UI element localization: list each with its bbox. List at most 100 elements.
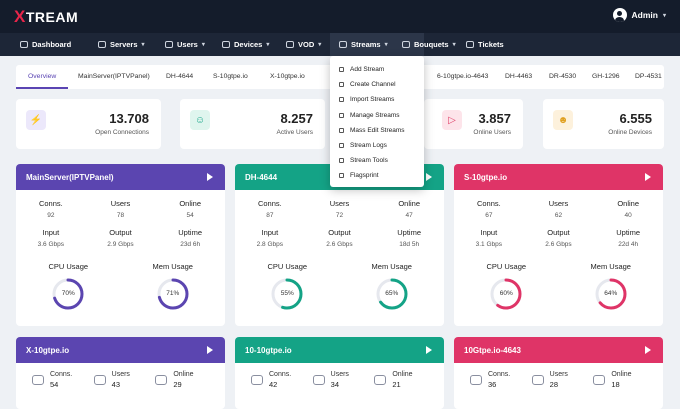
menu-label: Add Stream xyxy=(350,66,385,74)
stat-value: 6.555 xyxy=(619,111,652,126)
nav-vod[interactable]: VOD ▾ xyxy=(286,33,321,56)
online-label: Online xyxy=(611,371,632,378)
nav-bouquets[interactable]: Bouquets ▾ xyxy=(402,33,456,56)
nav-label: Bouquets xyxy=(414,40,449,49)
server-name: MainServer(IPTVPanel) xyxy=(26,172,114,182)
cpu-value: 70% xyxy=(61,290,75,297)
tab-server[interactable]: S-10gtpe.io xyxy=(213,73,248,80)
tab-server[interactable]: 6-10gtpe.io-4643 xyxy=(437,73,489,80)
menu-label: Flagsprint xyxy=(350,172,379,180)
chevron-down-icon: ▾ xyxy=(384,42,388,48)
gauge-ring xyxy=(376,278,408,310)
menu-stream-tools[interactable]: Stream Tools xyxy=(330,153,424,168)
cpu-gauge: 55% xyxy=(269,276,305,312)
tab-server[interactable]: MainServer(IPTVPanel) xyxy=(78,73,150,80)
mem-label: Mem Usage xyxy=(152,262,193,271)
nav-devices[interactable]: Devices ▾ xyxy=(222,33,269,56)
play-icon[interactable] xyxy=(207,346,213,354)
server-name: X-10gtpe.io xyxy=(26,345,70,355)
mem-gauge: 64% xyxy=(593,276,629,312)
server-card-header[interactable]: 10Gtpe.io-4643 xyxy=(454,337,663,363)
menu-label: Stream Tools xyxy=(350,157,388,165)
logo-x: X xyxy=(14,7,26,26)
menu-stream-logs[interactable]: Stream Logs xyxy=(330,138,424,153)
gauge-ring xyxy=(595,278,627,310)
tab-server[interactable]: X-10gtpe.io xyxy=(270,73,305,80)
tickets-icon xyxy=(466,41,474,48)
tools-icon xyxy=(339,158,344,164)
input-label: Input xyxy=(42,228,60,237)
input-value: 3.1 Gbps xyxy=(475,241,503,248)
stat-card: ▷ 3.857 Online Users xyxy=(424,99,523,149)
server-card-header[interactable]: X-10gtpe.io xyxy=(16,337,225,363)
stat-value: 8.257 xyxy=(280,111,313,126)
nav-servers[interactable]: Servers ▾ xyxy=(98,33,145,56)
menu-label: Mass Edit Streams xyxy=(350,126,405,134)
logo[interactable]: XTREAM xyxy=(14,7,78,27)
traffic-row: Input 2.8 Gbps Output 2.6 Gbps Uptime 18d 5… xyxy=(235,228,444,248)
conns-label: Conns. xyxy=(38,199,63,208)
output-label: Output xyxy=(109,228,132,237)
user-icon: ☻ xyxy=(553,110,573,130)
gauge-ring xyxy=(490,278,522,310)
conns-label: Conns. xyxy=(257,199,282,208)
play-icon[interactable] xyxy=(426,346,432,354)
user-menu[interactable]: Admin ▾ xyxy=(612,8,666,22)
devices-icon xyxy=(222,41,230,48)
chevron-down-icon: ▾ xyxy=(201,42,205,48)
streams-icon xyxy=(339,41,347,48)
menu-mass-edit-streams[interactable]: Mass Edit Streams xyxy=(330,123,424,138)
menu-manage-streams[interactable]: Manage Streams xyxy=(330,108,424,123)
tab-overview[interactable]: Overview xyxy=(16,65,69,89)
nav-tickets[interactable]: Tickets xyxy=(466,33,504,56)
stat-label: Online Users xyxy=(473,129,511,136)
mem-gauge: 71% xyxy=(155,276,191,312)
user-name: Admin xyxy=(631,10,658,20)
menu-flagsprint[interactable]: Flagsprint xyxy=(330,168,424,183)
cpu-label: CPU Usage xyxy=(267,262,308,271)
cpu-value: 55% xyxy=(280,290,294,297)
menu-create-channel[interactable]: Create Channel xyxy=(330,77,424,92)
nav-dashboard[interactable]: Dashboard xyxy=(20,33,71,56)
tab-server[interactable]: DR-4530 xyxy=(549,73,577,80)
online-icon xyxy=(155,375,168,385)
conns-value: 36 xyxy=(488,380,497,389)
server-card-header[interactable]: S-10gtpe.io xyxy=(454,164,663,190)
users-value: 34 xyxy=(330,380,339,389)
tab-server[interactable]: DP-4531 xyxy=(635,73,662,80)
users-label: Users xyxy=(549,371,568,378)
users-label: Users xyxy=(330,371,349,378)
tab-server[interactable]: GH-1296 xyxy=(592,73,620,80)
mem-gauge: 65% xyxy=(374,276,410,312)
online-icon xyxy=(593,375,606,385)
users-icon xyxy=(531,375,544,385)
nav-label: Dashboard xyxy=(32,40,72,49)
stat-label: Active Users xyxy=(276,129,313,136)
gauge-arc xyxy=(490,278,522,310)
mem-label: Mem Usage xyxy=(371,262,412,271)
output-value: 2.6 Gbps xyxy=(326,241,353,248)
conns-value: 87 xyxy=(266,212,274,219)
server-card-header[interactable]: MainServer(IPTVPanel) xyxy=(16,164,225,190)
nav-streams[interactable]: Streams ▾ xyxy=(330,33,424,56)
play-icon[interactable] xyxy=(207,173,213,181)
traffic-row: Input 3.6 Gbps Output 2.9 Gbps Uptime 23d 6… xyxy=(16,228,225,248)
tab-server[interactable]: DH-4463 xyxy=(505,73,533,80)
tab-server[interactable]: DH-4644 xyxy=(166,73,194,80)
dashboard-icon xyxy=(20,41,28,48)
users-value: 78 xyxy=(116,212,125,219)
play-icon[interactable] xyxy=(426,173,432,181)
menu-import-streams[interactable]: Import Streams xyxy=(330,92,424,107)
play-icon[interactable] xyxy=(645,346,651,354)
nav-users[interactable]: Users ▾ xyxy=(165,33,205,56)
server-card-header[interactable]: 10-10gtpe.io xyxy=(235,337,444,363)
users-icon xyxy=(165,41,173,48)
cpu-label: CPU Usage xyxy=(486,262,527,271)
conns-value: 67 xyxy=(485,212,493,219)
menu-label: Manage Streams xyxy=(350,111,400,119)
menu-add-stream[interactable]: Add Stream xyxy=(330,62,424,77)
gauge-arc xyxy=(157,278,189,310)
conns-label: Conns. xyxy=(488,371,511,378)
server-card: DH-4644 Conns. 87 Users 72 Online 47 Input 2… xyxy=(235,164,444,326)
play-icon[interactable] xyxy=(645,173,651,181)
